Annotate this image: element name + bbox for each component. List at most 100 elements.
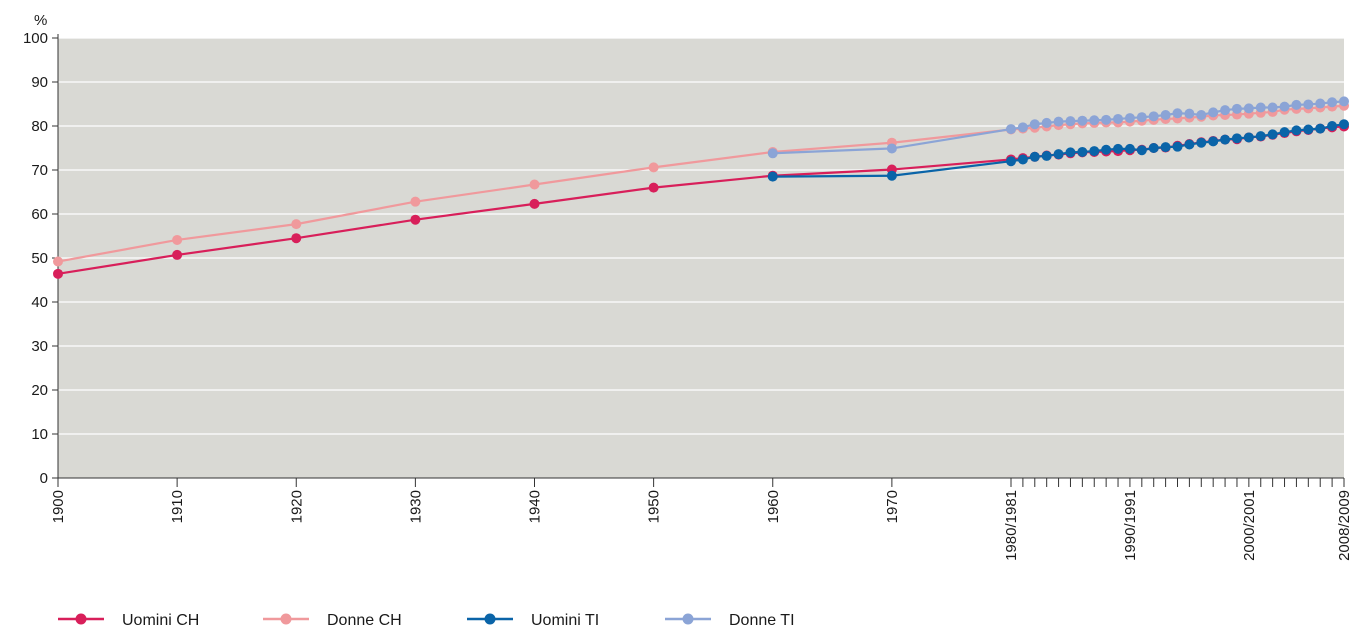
y-tick-label: 50 (31, 250, 48, 267)
y-tick-label: 30 (31, 338, 48, 355)
x-tick-label: 1910 (169, 490, 186, 523)
y-tick-label: 40 (31, 294, 48, 311)
data-point (767, 171, 778, 182)
data-point (1231, 103, 1242, 114)
legend-swatch-marker (682, 613, 694, 625)
data-point (1279, 101, 1290, 112)
data-point (1089, 115, 1100, 126)
data-point (1243, 132, 1254, 143)
data-point (648, 162, 659, 173)
data-point (1148, 111, 1159, 122)
x-tick-label: 1930 (407, 490, 424, 523)
data-point (53, 268, 63, 279)
legend-label: Uomini CH (122, 612, 199, 629)
data-point (1243, 103, 1254, 114)
data-point (172, 234, 183, 245)
x-tick-label: 1980/1981 (1003, 490, 1020, 561)
data-point (1267, 102, 1278, 113)
x-tick-label: 1960 (765, 490, 782, 523)
y-tick-label: 100 (23, 30, 48, 47)
data-point (1267, 129, 1278, 140)
data-point (1136, 112, 1147, 123)
data-point (291, 233, 302, 244)
y-tick-label: 90 (31, 74, 48, 91)
data-point (53, 256, 63, 267)
data-point (1041, 117, 1052, 128)
data-point (410, 196, 421, 207)
data-point (1255, 131, 1266, 142)
data-point (1053, 116, 1064, 127)
series-uomini-ti (767, 119, 1349, 182)
data-point (1303, 124, 1314, 135)
legend-item: Uomini CH (58, 612, 199, 629)
data-point (1077, 115, 1088, 126)
data-point (1196, 137, 1207, 148)
legend-item: Donne TI (665, 612, 795, 629)
data-point (1124, 143, 1135, 154)
x-axis-ticks: 1900 1910 1920 1930 1940 1950 1960 1970 1980/198… (50, 478, 1352, 561)
data-point (1327, 121, 1338, 131)
data-point (1315, 123, 1326, 134)
series-group (53, 96, 1349, 279)
data-point (1006, 124, 1016, 135)
data-point (1315, 98, 1326, 109)
y-tick-label: 0 (40, 470, 48, 487)
x-tick-label: 1900 (50, 490, 67, 523)
data-point (1160, 142, 1171, 153)
x-tick-label: 1950 (646, 490, 663, 523)
data-point (1006, 156, 1016, 167)
data-point (1148, 143, 1159, 153)
data-point (1124, 113, 1135, 124)
data-point (1101, 144, 1112, 155)
legend-label: Donne TI (729, 612, 795, 629)
data-point (886, 143, 897, 154)
data-point (1196, 110, 1207, 120)
legend-item: Donne CH (263, 612, 402, 629)
x-tick-label: 1920 (288, 490, 305, 523)
data-point (1113, 143, 1124, 154)
data-point (1113, 113, 1124, 124)
data-point (767, 148, 778, 159)
x-tick-label: 1970 (884, 490, 901, 523)
data-point (1184, 108, 1195, 119)
data-point (1172, 141, 1183, 152)
data-point (1077, 146, 1088, 157)
data-point (1220, 105, 1231, 116)
data-point (1065, 147, 1076, 158)
legend-swatch-marker (280, 613, 292, 625)
grid-lines (58, 37, 1344, 435)
data-point (1303, 99, 1314, 110)
data-point (648, 182, 659, 193)
data-point (172, 249, 183, 260)
y-tick-label: 10 (31, 426, 48, 443)
data-point (1136, 145, 1147, 156)
data-point (1029, 119, 1040, 130)
data-point (529, 179, 540, 190)
data-point (1089, 146, 1100, 157)
data-point (291, 219, 302, 230)
legend: Uomini CH Donne CH Uomini TI Donne TI (58, 612, 795, 629)
data-point (1101, 114, 1112, 125)
x-tick-label: 2008/2009 (1336, 490, 1352, 561)
data-point (1184, 139, 1195, 150)
series-donne-ti (767, 96, 1349, 159)
data-point (1053, 149, 1064, 160)
data-point (1231, 133, 1242, 144)
y-tick-label: 60 (31, 206, 48, 223)
x-tick-label: 1990/1991 (1122, 490, 1139, 561)
data-point (1255, 102, 1266, 113)
y-axis-ticks: 0 10 20 30 40 50 60 70 80 90 100 (23, 30, 58, 487)
data-point (1339, 119, 1349, 130)
legend-item: Uomini TI (467, 612, 599, 629)
data-point (1291, 99, 1302, 110)
data-point (1279, 127, 1290, 138)
data-point (1017, 122, 1028, 133)
data-point (1029, 151, 1040, 162)
x-tick-label: 1940 (527, 490, 544, 523)
data-point (1065, 116, 1076, 127)
x-tick-label: 2000/2001 (1241, 490, 1258, 561)
legend-swatch-marker (484, 613, 496, 625)
data-point (1017, 154, 1028, 165)
data-point (529, 198, 540, 209)
legend-label: Donne CH (327, 612, 402, 629)
